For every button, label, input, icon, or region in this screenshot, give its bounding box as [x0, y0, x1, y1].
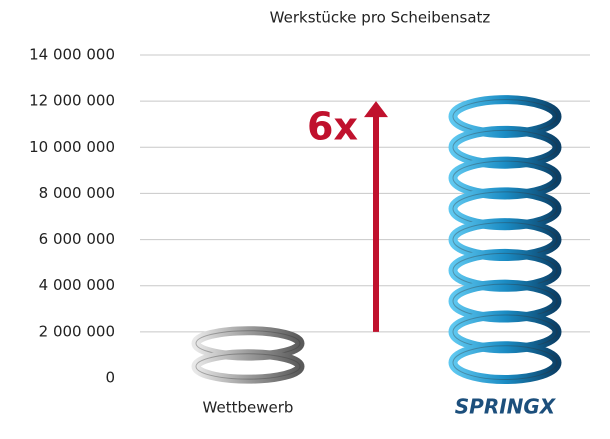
spring	[196, 331, 300, 379]
arrow-head	[364, 101, 388, 117]
chart-title: Werkstücke pro Scheibensatz	[270, 9, 491, 27]
y-tick-label: 4 000 000	[39, 276, 115, 294]
y-tick-label: 0	[105, 369, 115, 387]
y-tick-label: 2 000 000	[39, 322, 115, 340]
x-tick-label: Wettbewerb	[203, 399, 294, 417]
y-tick-label: 10 000 000	[29, 138, 115, 156]
y-tick-label: 14 000 000	[29, 46, 115, 64]
y-tick-label: 8 000 000	[39, 184, 115, 202]
annotation: 6x	[307, 105, 358, 149]
chart: Werkstücke pro Scheibensatz 0 2 000 000 4 …	[0, 0, 610, 439]
y-tick-label: 12 000 000	[29, 92, 115, 110]
y-tick-label: 6 000 000	[39, 230, 115, 248]
logo: SPRINGX	[455, 395, 557, 419]
